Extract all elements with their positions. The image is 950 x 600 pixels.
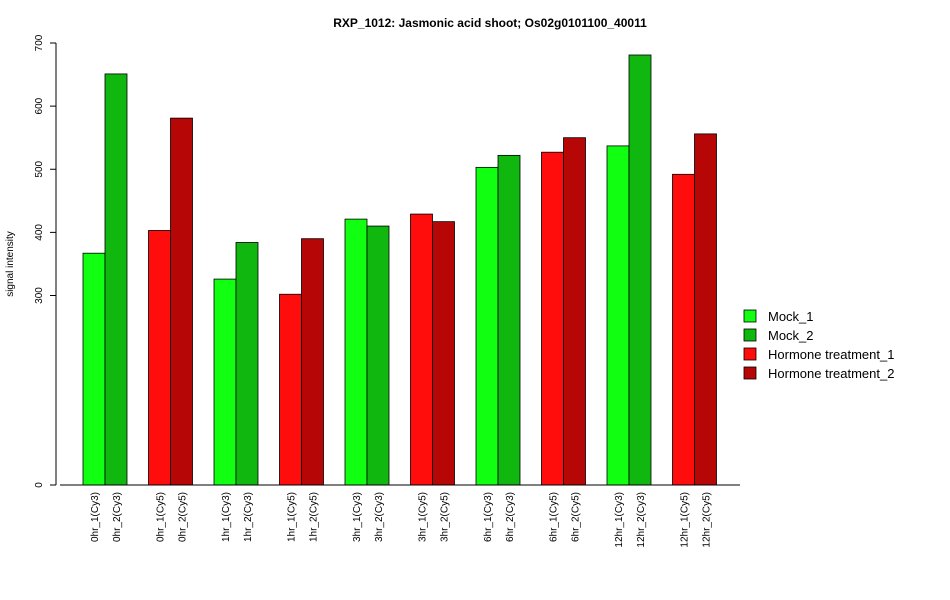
y-axis-label: signal intensity bbox=[5, 231, 16, 297]
bar bbox=[148, 230, 171, 486]
legend-label: Hormone treatment_2 bbox=[768, 366, 894, 381]
x-tick-label: 12hr_1(Cy3) bbox=[614, 492, 625, 548]
bar bbox=[410, 213, 433, 486]
y-tick-label: 600 bbox=[34, 97, 45, 114]
bar bbox=[475, 166, 499, 486]
x-tick-label: 1hr_2(Cy5) bbox=[309, 492, 320, 542]
bars bbox=[82, 54, 717, 486]
bar bbox=[672, 173, 695, 486]
bar bbox=[628, 54, 652, 486]
y-tick-label: 700 bbox=[34, 34, 45, 51]
bar bbox=[170, 117, 193, 486]
y-axis: 0 300 400 500 600 700 bbox=[34, 34, 57, 488]
x-tick-label: 1hr_2(Cy3) bbox=[243, 492, 254, 542]
bar bbox=[606, 145, 630, 486]
bar bbox=[279, 293, 302, 486]
bar bbox=[497, 154, 521, 486]
bar bbox=[301, 238, 324, 486]
bar bbox=[563, 137, 586, 486]
bar bbox=[213, 278, 237, 486]
x-tick-label: 3hr_1(Cy5) bbox=[418, 492, 429, 542]
x-tick-label: 12hr_1(Cy5) bbox=[680, 492, 691, 548]
chart-title: RXP_1012: Jasmonic acid shoot; Os02g0101… bbox=[333, 16, 647, 30]
x-tick-label: 6hr_2(Cy5) bbox=[571, 492, 582, 542]
legend-label: Mock_1 bbox=[768, 309, 814, 324]
x-tick-label: 0hr_2(Cy3) bbox=[112, 492, 123, 542]
legend-swatch bbox=[743, 366, 757, 380]
x-tick-label: 0hr_2(Cy5) bbox=[178, 492, 189, 542]
legend: Mock_1 Mock_2 Hormone treatment_1 Hormone t… bbox=[743, 309, 894, 381]
bar bbox=[694, 133, 717, 486]
x-tick-label: 3hr_1(Cy3) bbox=[352, 492, 363, 542]
legend-swatch bbox=[743, 309, 757, 323]
x-tick-label: 6hr_1(Cy5) bbox=[549, 492, 560, 542]
y-tick-label: 500 bbox=[34, 160, 45, 177]
x-tick-label: 0hr_1(Cy5) bbox=[156, 492, 167, 542]
legend-label: Mock_2 bbox=[768, 328, 814, 343]
x-tick-label: 0hr_1(Cy3) bbox=[90, 492, 101, 542]
y-tick-label: 400 bbox=[34, 224, 45, 241]
bar bbox=[235, 242, 259, 486]
x-tick-label: 12hr_2(Cy5) bbox=[702, 492, 713, 548]
bar bbox=[82, 252, 106, 486]
legend-swatch bbox=[743, 347, 757, 361]
x-tick-label: 6hr_2(Cy3) bbox=[505, 492, 516, 542]
x-tick-label: 3hr_2(Cy3) bbox=[374, 492, 385, 542]
y-tick-label: 300 bbox=[34, 287, 45, 304]
x-tick-label: 3hr_2(Cy5) bbox=[440, 492, 451, 542]
x-tick-label: 1hr_1(Cy3) bbox=[221, 492, 232, 542]
bar bbox=[344, 218, 368, 486]
bar bbox=[104, 73, 128, 486]
x-tick-label: 6hr_1(Cy3) bbox=[483, 492, 494, 542]
legend-swatch bbox=[743, 328, 757, 342]
bar bbox=[432, 221, 455, 486]
y-tick-label: 0 bbox=[34, 482, 45, 488]
x-axis: 0hr_1(Cy3) 0hr_2(Cy3) 0hr_1(Cy5) 0hr_2(Cy5)… bbox=[60, 484, 740, 548]
x-tick-label: 1hr_1(Cy5) bbox=[287, 492, 298, 542]
legend-label: Hormone treatment_1 bbox=[768, 347, 894, 362]
bar bbox=[541, 151, 564, 486]
x-tick-label: 12hr_2(Cy3) bbox=[636, 492, 647, 548]
bar bbox=[366, 225, 390, 486]
